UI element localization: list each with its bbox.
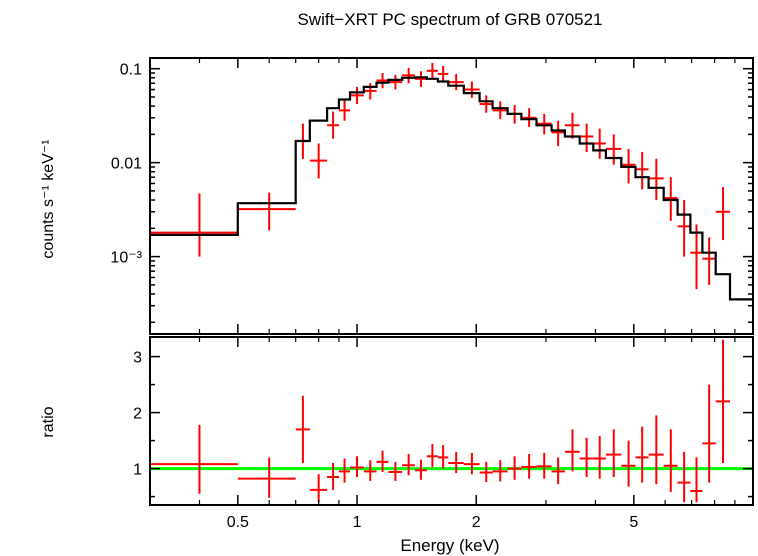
x-axis-label: Energy (keV)	[400, 536, 499, 555]
ratio-data-point	[579, 437, 594, 477]
spectrum-data-point	[150, 193, 238, 257]
spectrum-data-point	[551, 120, 565, 147]
spectrum-data-point	[593, 128, 606, 159]
spectrum-data-point	[376, 73, 389, 89]
spectrum-data-point	[388, 74, 403, 90]
ratio-data-point	[635, 426, 649, 483]
spectrum-data-point	[635, 151, 649, 190]
spectrum-model-group	[150, 76, 753, 301]
ratio-data-point	[463, 452, 480, 475]
ratio-data-point	[507, 456, 522, 480]
ratio-y-tick-label: 1	[133, 462, 142, 479]
x-tick-label: 2	[472, 514, 481, 531]
ratio-data-point	[150, 424, 238, 494]
axes-group	[149, 57, 754, 506]
ratio-data-point	[663, 429, 678, 493]
ratio-data-point	[690, 457, 703, 503]
spectrum-data-point	[536, 113, 552, 135]
ratio-data-point	[536, 452, 552, 479]
spectrum-data-point	[237, 192, 296, 231]
spectrum-data-point	[677, 200, 691, 257]
ratio-data-group	[150, 339, 731, 503]
spectrum-data-point	[448, 73, 464, 91]
x-tick-label: 5	[629, 514, 638, 531]
spectrum-data-point	[690, 224, 703, 290]
ratio-data-point	[426, 443, 438, 468]
spectrum-data-point	[521, 108, 537, 127]
spectrum-data-point	[350, 86, 364, 105]
ratio-data-point	[677, 451, 691, 503]
ratio-data-point	[448, 451, 464, 474]
ratio-data-point	[363, 460, 377, 481]
spectrum-data-point	[492, 101, 508, 120]
spectrum-data-point	[702, 237, 716, 285]
spectrum-data-point	[414, 71, 427, 87]
ratio-data-point	[648, 415, 664, 485]
spectrum-y-tick-label: 0.01	[111, 156, 142, 173]
ratio-data-point	[309, 474, 328, 503]
x-tick-label: 1	[353, 514, 362, 531]
spectrum-model-line	[150, 76, 753, 301]
spectrum-data-point	[309, 143, 328, 179]
spectrum-data-point	[648, 158, 664, 201]
text-group: Swift−XRT PC spectrum of GRB 070521 coun…	[40, 10, 638, 555]
ratio-data-point	[388, 461, 403, 481]
ratio-data-point	[327, 463, 339, 490]
ratio-data-point	[605, 429, 622, 477]
ratio-data-point	[437, 445, 449, 469]
ratio-data-point	[521, 454, 537, 479]
chart-title: Swift−XRT PC spectrum of GRB 070521	[297, 10, 602, 29]
ratio-data-point	[564, 429, 580, 472]
spectrum-y-tick-label: 10⁻³	[110, 250, 142, 267]
spectrum-data-point	[715, 187, 731, 241]
spectrum-data-point	[426, 63, 438, 79]
spectrum-data-point	[363, 83, 377, 100]
ratio-data-point	[551, 457, 565, 485]
spectrum-data-point	[605, 134, 622, 165]
spectrum-panel-frame	[149, 57, 754, 335]
ratio-data-point	[376, 450, 389, 472]
ratio-data-point	[402, 454, 415, 476]
ratio-y-tick-label: 3	[133, 350, 142, 367]
spectrum-y-tick-label: 0.1	[120, 62, 142, 79]
x-tick-label: 0.5	[227, 514, 249, 531]
spectrum-data-point	[463, 81, 480, 98]
ratio-data-point	[338, 458, 351, 483]
spectrum-data-point	[402, 67, 415, 84]
ratio-data-point	[621, 440, 636, 487]
spectrum-data-point	[564, 112, 580, 139]
ratio-data-point	[295, 395, 310, 463]
spectrum-data-point	[579, 123, 594, 152]
ratio-panel-frame	[149, 336, 754, 506]
ratio-y-axis-label: ratio	[40, 406, 57, 437]
spectrum-data-point	[338, 100, 351, 121]
ratio-data-point	[479, 461, 493, 483]
spectrum-data-group	[150, 63, 731, 290]
spectrum-data-point	[437, 65, 449, 83]
ratio-data-point	[237, 457, 296, 498]
ratio-data-point	[414, 459, 427, 480]
ratio-data-point	[715, 339, 731, 463]
ratio-data-point	[593, 436, 606, 479]
ratio-y-tick-label: 2	[133, 406, 142, 423]
ratio-data-point	[350, 456, 364, 477]
spectrum-data-point	[327, 111, 339, 139]
spectrum-data-point	[479, 95, 493, 113]
spectrum-y-axis-label: counts s⁻¹ keV⁻¹	[40, 139, 57, 258]
ratio-data-point	[702, 384, 716, 483]
ratio-data-point	[492, 460, 508, 482]
